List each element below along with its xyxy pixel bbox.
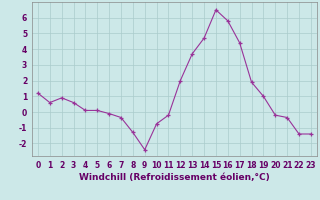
X-axis label: Windchill (Refroidissement éolien,°C): Windchill (Refroidissement éolien,°C) xyxy=(79,173,270,182)
